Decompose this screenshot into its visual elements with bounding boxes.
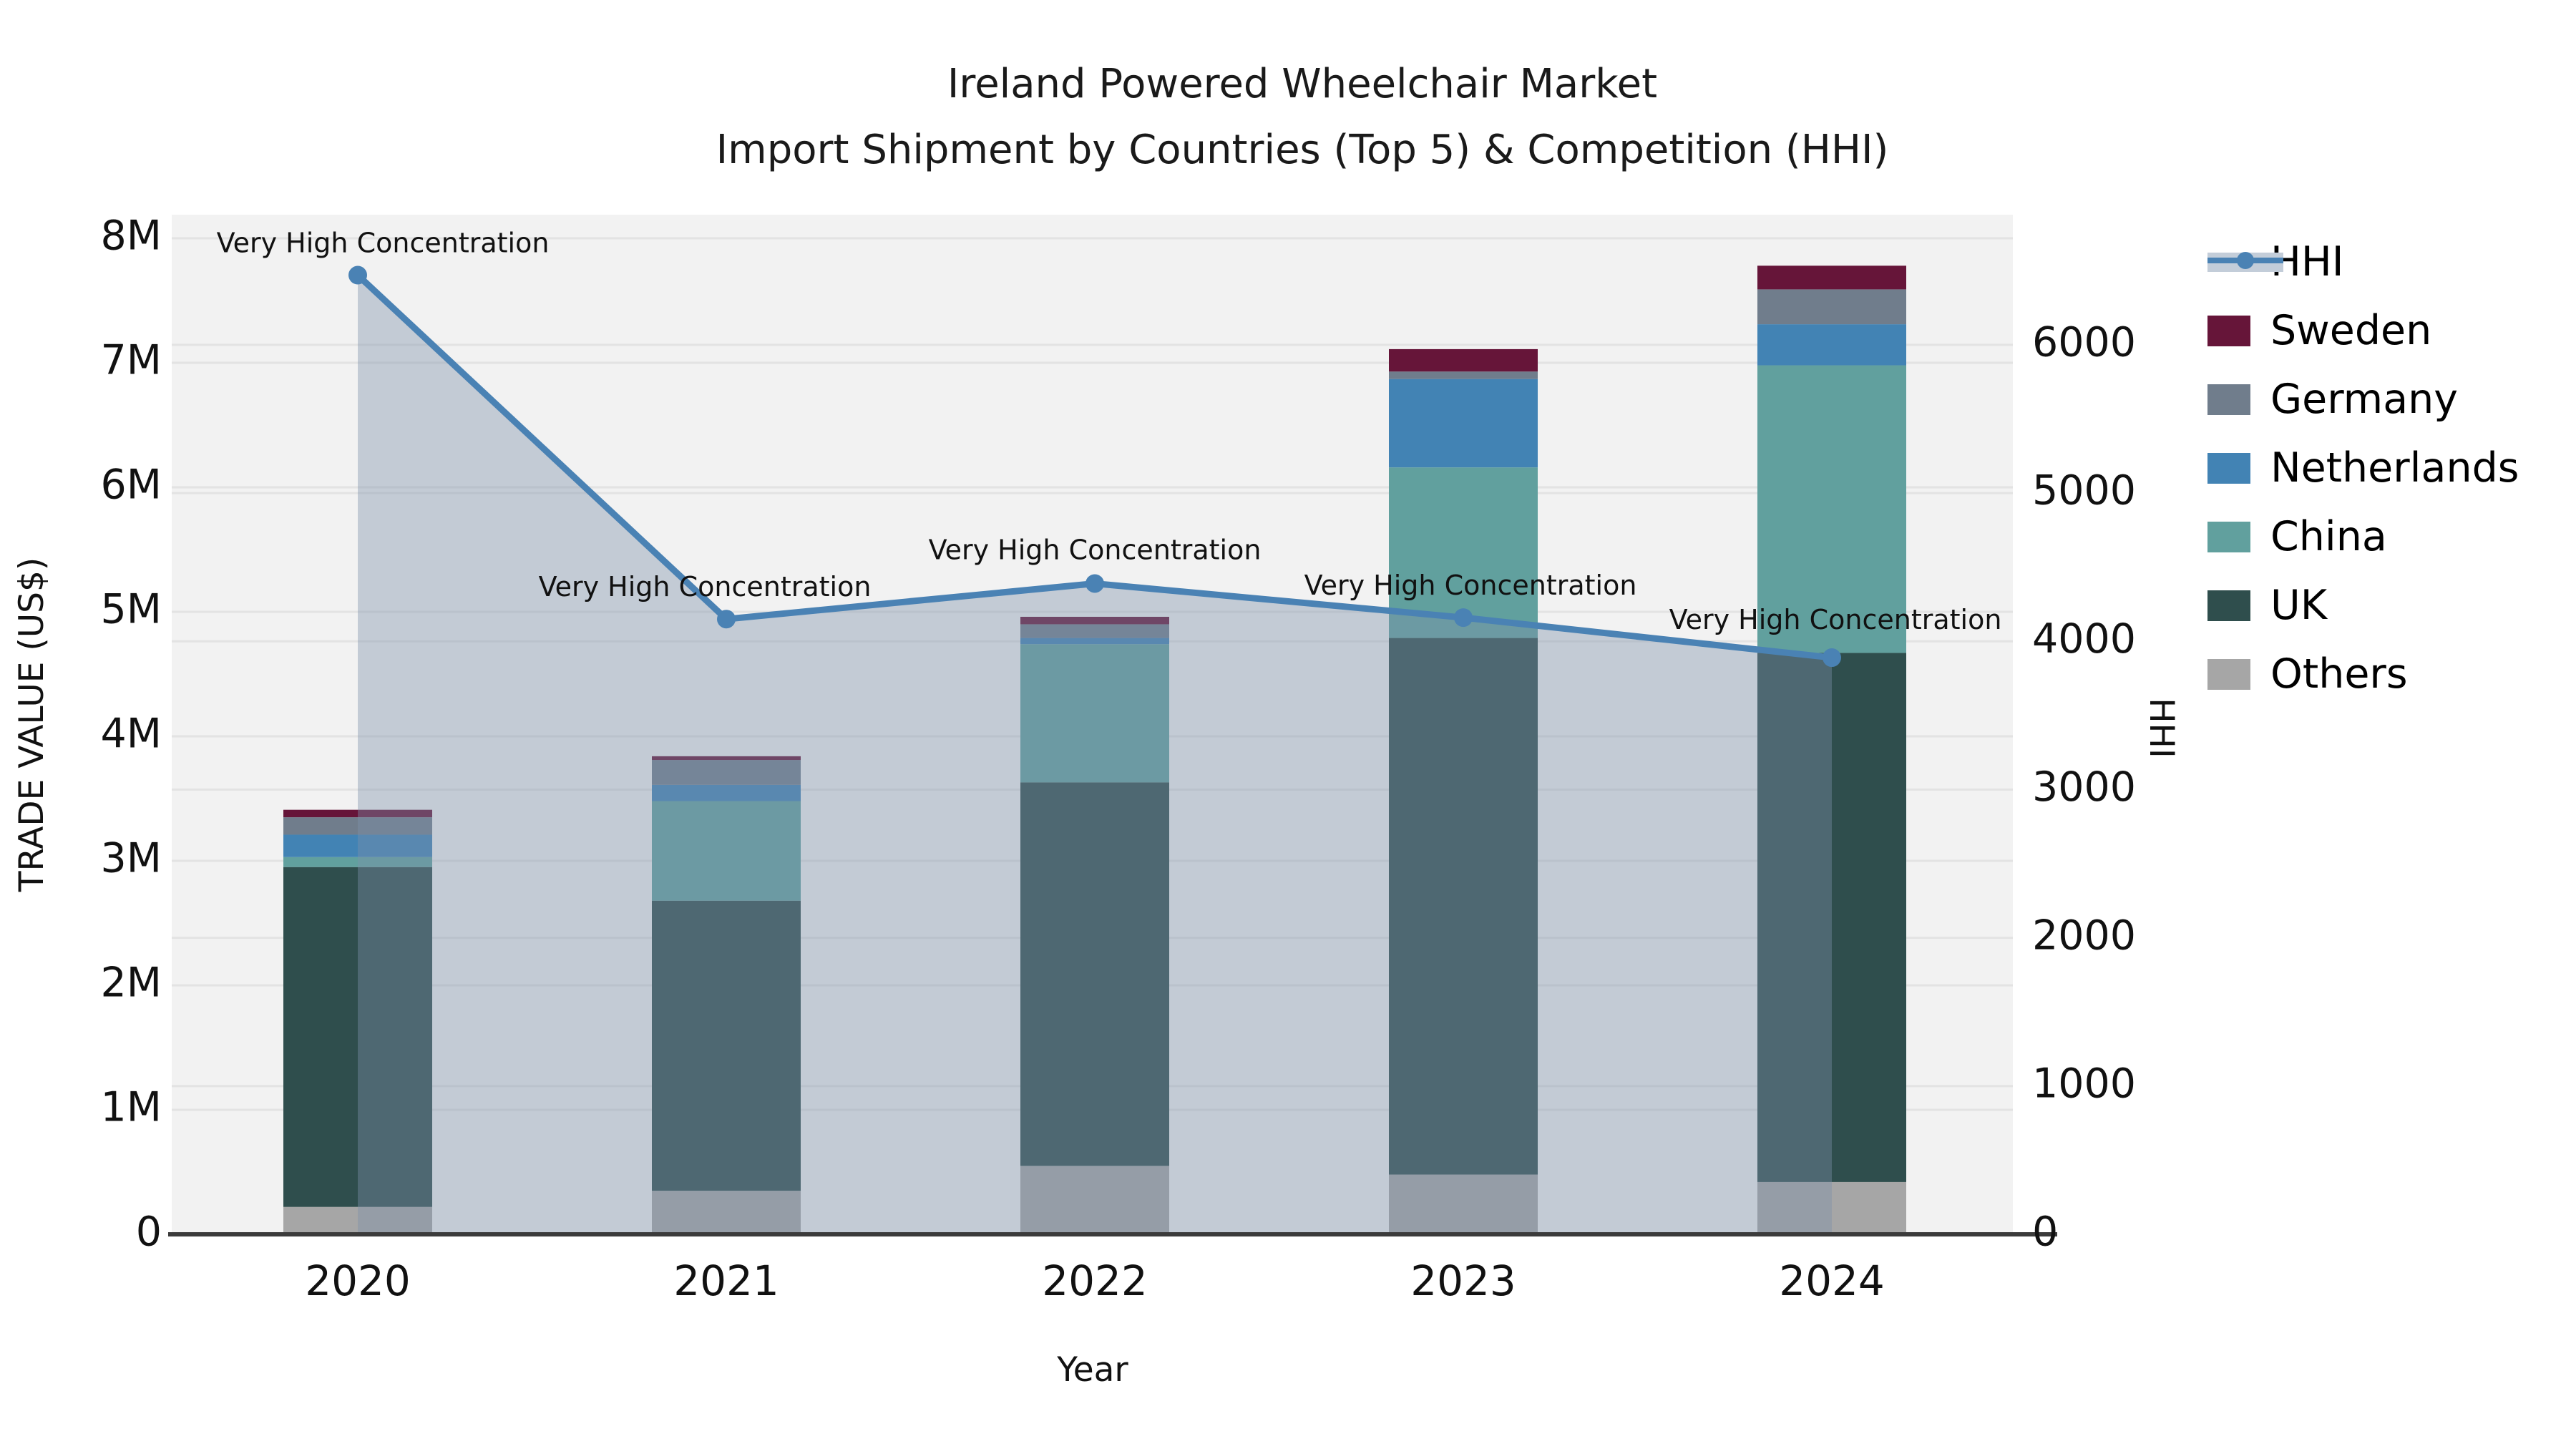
x-tick-label: 2020 (305, 1257, 411, 1305)
right-tick-label: 2000 (2032, 912, 2136, 959)
bar-segment-uk (652, 900, 801, 1191)
bar-segment-netherlands (1020, 638, 1169, 645)
bar-segment-germany (1389, 371, 1538, 379)
bar-segment-others (1389, 1174, 1538, 1234)
bar-segment-china (1020, 644, 1169, 783)
x-tick-label: 2024 (1779, 1257, 1885, 1305)
bar-segment-china (1757, 365, 1906, 653)
annotation-label: Very High Concentration (1304, 570, 1637, 601)
bar-segment-uk (1389, 638, 1538, 1175)
legend-item-uk: UK (2207, 571, 2519, 640)
bar-segment-china (283, 857, 432, 867)
bar-segment-sweden (283, 809, 432, 818)
legend-label: Sweden (2270, 307, 2432, 354)
y-axis-label-right: HHI (2142, 698, 2181, 758)
legend-label: UK (2270, 582, 2328, 629)
bar-segment-others (1757, 1181, 1906, 1234)
chart-legend: HHI Sweden Germany Netherlands China UK Others (2207, 228, 2519, 708)
bar-segment-uk (1757, 653, 1906, 1182)
right-tick-label: 6000 (2032, 319, 2136, 366)
bar-segment-sweden (1389, 348, 1538, 372)
legend-item-china: China (2207, 502, 2519, 571)
legend-swatch-icon (2207, 521, 2250, 552)
annotation-label: Very High Concentration (217, 228, 550, 259)
left-tick-label: 0 (136, 1209, 162, 1256)
bar-segment-sweden (652, 756, 801, 761)
hhi-marker (1454, 608, 1473, 628)
legend-item-others: Others (2207, 640, 2519, 708)
hhi-marker (1085, 574, 1104, 593)
bar-segment-netherlands (1757, 324, 1906, 366)
legend-label: China (2270, 513, 2387, 560)
hhi-marker (348, 265, 367, 285)
annotation-label: Very High Concentration (929, 534, 1262, 565)
legend-item-hhi: HHI (2207, 228, 2519, 296)
legend-swatch-icon (2207, 658, 2250, 690)
bar-segment-netherlands (283, 834, 432, 857)
left-tick-label: 2M (101, 960, 162, 1007)
bar-segment-others (283, 1206, 432, 1234)
left-tick-label: 1M (101, 1084, 162, 1131)
x-tick-label: 2023 (1410, 1257, 1516, 1305)
bar-segment-germany (283, 817, 432, 835)
annotation-label: Very High Concentration (1669, 604, 2002, 635)
right-tick-label: 0 (2032, 1209, 2058, 1256)
left-tick-label: 8M (101, 213, 162, 260)
annotation-label: Very High Concentration (539, 571, 872, 602)
chart-title-line1: Ireland Powered Wheelchair Market (947, 61, 1658, 107)
bar-segment-germany (652, 760, 801, 785)
bar-segment-sweden (1757, 265, 1906, 290)
right-tick-label: 5000 (2032, 467, 2136, 514)
legend-label: Germany (2270, 376, 2458, 423)
right-tick-label: 3000 (2032, 763, 2136, 811)
right-tick-label: 4000 (2032, 615, 2136, 663)
legend-swatch-icon (2207, 590, 2250, 621)
x-tick-label: 2021 (673, 1257, 779, 1305)
bar-segment-germany (1020, 624, 1169, 638)
right-tick-label: 1000 (2032, 1060, 2136, 1107)
chart-title: Ireland Powered Wheelchair Market Import… (386, 52, 2218, 183)
bar-segment-sweden (1020, 616, 1169, 625)
chart-title-line2: Import Shipment by Countries (Top 5) & C… (716, 127, 1889, 173)
left-tick-label: 6M (101, 462, 162, 509)
x-axis-label: Year (1056, 1350, 1128, 1390)
legend-item-sweden: Sweden (2207, 296, 2519, 365)
x-tick-label: 2022 (1042, 1257, 1148, 1305)
left-tick-label: 7M (101, 337, 162, 384)
left-tick-label: 5M (101, 586, 162, 633)
legend-swatch-icon (2207, 315, 2250, 346)
legend-swatch-icon (2207, 452, 2250, 484)
bar-segment-uk (283, 867, 432, 1207)
bar-segment-others (652, 1191, 801, 1234)
hhi-line-sample-icon (2207, 240, 2283, 283)
bar-segment-china (652, 801, 801, 901)
legend-item-germany: Germany (2207, 365, 2519, 434)
legend-label: Others (2270, 650, 2408, 698)
left-tick-label: 4M (101, 711, 162, 758)
left-tick-label: 3M (101, 835, 162, 882)
legend-item-netherlands: Netherlands (2207, 434, 2519, 502)
hhi-marker (1823, 648, 1841, 668)
bar-segment-others (1020, 1166, 1169, 1234)
legend-swatch-icon (2207, 384, 2250, 415)
y-axis-label-left: TRADE VALUE (US$) (12, 557, 52, 892)
bar-segment-netherlands (1389, 379, 1538, 468)
hhi-marker (717, 610, 736, 629)
bar-segment-germany (1757, 289, 1906, 325)
bar-segment-uk (1020, 782, 1169, 1166)
bar-segment-netherlands (652, 784, 801, 801)
hhi-area-fill (358, 275, 1832, 1234)
legend-label: Netherlands (2270, 444, 2519, 492)
